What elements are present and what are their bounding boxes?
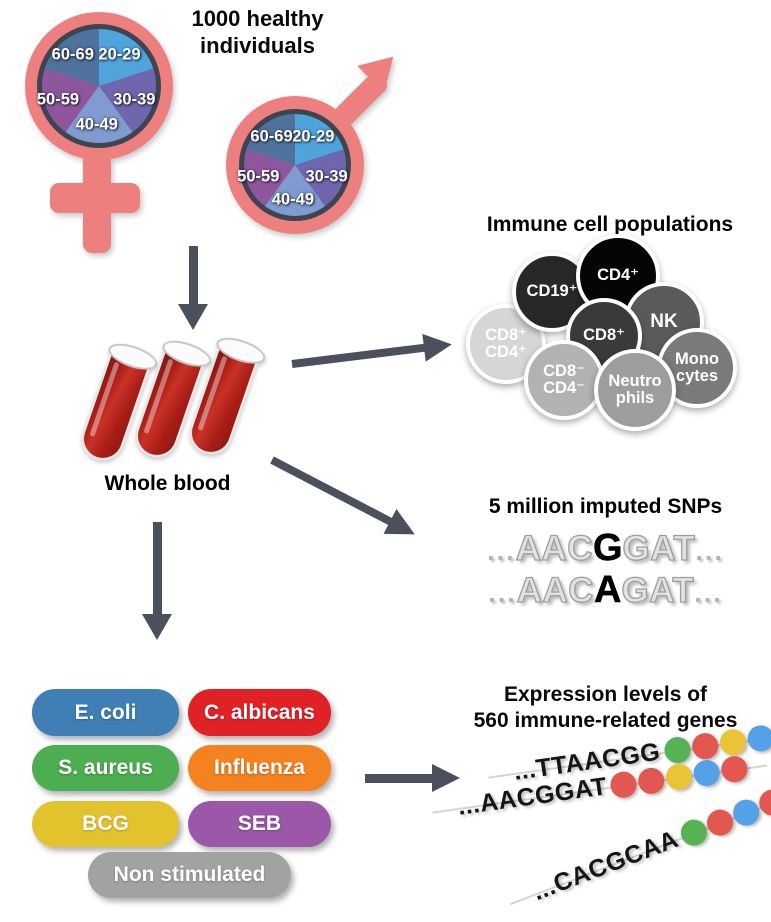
stimulus-ecoli: E. coli — [32, 689, 179, 736]
female-symbol-icon: 20-29 30-39 40-49 50-59 60-69 — [12, 5, 197, 255]
pie-label: 60-69 — [250, 127, 293, 146]
stimulus-seb: SEB — [188, 801, 331, 847]
sequence-ellipsis: ... — [488, 578, 517, 608]
pie-label: 40-49 — [75, 115, 118, 134]
sequence-ellipsis: ... — [694, 578, 723, 608]
snp-variant-base: G — [592, 527, 623, 570]
pie-label: 20-29 — [98, 45, 141, 64]
arrow-stimuli-to-expression — [365, 763, 461, 793]
arrow-individuals-to-blood — [176, 246, 210, 332]
snp-variant-base: A — [594, 569, 622, 612]
pie-label: 30-39 — [305, 167, 348, 186]
sequence-ellipsis: ... — [487, 536, 516, 566]
expression-dot — [702, 805, 737, 840]
expression-dot — [676, 815, 711, 850]
snps-title: 5 million imputed SNPs — [488, 495, 723, 518]
female-age-pie-chart: 20-29 30-39 40-49 50-59 60-69 — [37, 24, 161, 148]
pie-label: 40-49 — [271, 190, 315, 209]
pie-label: 30-39 — [113, 90, 156, 109]
arrow-blood-to-snps — [266, 448, 424, 549]
expression-dot — [745, 723, 771, 753]
stimulus-influenza: Influenza — [188, 745, 331, 791]
pie-label: 20-29 — [292, 127, 335, 146]
cell-neutrophils: Neutro phils — [594, 349, 676, 431]
pie-label: 50-59 — [237, 167, 280, 186]
expression-dot — [664, 761, 694, 792]
gene-sequence: ...CACGCAA — [528, 824, 683, 907]
cell-cd8neg-cd4neg: CD8⁻ CD4⁻ — [524, 340, 604, 420]
snp-sequence-2: ...AACAGAT... — [440, 569, 771, 612]
arrow-blood-to-stimuli — [140, 522, 174, 644]
sequence-bases: AAC — [515, 528, 593, 568]
pie-label: 50-59 — [36, 90, 80, 109]
immune-cells-title: Immune cell populations — [486, 213, 734, 236]
expression-dot — [692, 757, 722, 788]
whole-blood-label: Whole blood — [104, 472, 231, 495]
expression-dot — [636, 765, 667, 795]
male-age-pie-chart: 20-29 30-39 40-49 50-59 60-69 — [237, 109, 351, 221]
sequence-ellipsis: ... — [695, 536, 724, 566]
expression-dot — [728, 795, 763, 830]
male-symbol-icon: 20-29 30-39 40-49 50-59 60-69 — [225, 43, 407, 240]
sequence-bases: GAT — [622, 528, 696, 568]
stimulus-calbicans: C. albicans — [188, 689, 331, 736]
stimulus-bcg: BCG — [32, 801, 179, 847]
snp-sequence-1: ...AACGGAT... — [440, 527, 771, 570]
expression-dot — [609, 769, 639, 799]
stimulus-non-stimulated: Non stimulated — [88, 852, 291, 898]
page-title: 1000 healthy individuals — [191, 6, 324, 58]
expression-dot — [719, 753, 750, 784]
sequence-bases: AAC — [516, 570, 595, 610]
stimulus-saureus: S. aureus — [32, 745, 179, 791]
blood-tubes-icon — [78, 332, 283, 476]
pie-label: 60-69 — [51, 45, 94, 64]
expression-title: Expression levels of 560 immune-related … — [473, 683, 738, 732]
sequence-bases: GAT — [621, 570, 695, 610]
female-symbol-crossbar — [50, 183, 140, 213]
arrow-blood-to-cells — [290, 330, 456, 378]
